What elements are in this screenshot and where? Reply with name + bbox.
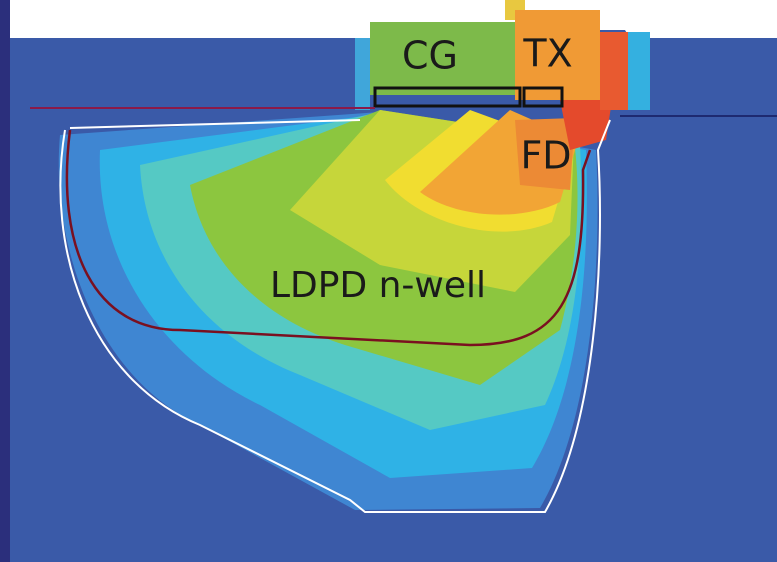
fd-edge xyxy=(628,32,650,110)
label-well: LDPD n-well xyxy=(270,265,486,306)
label-tx: TX xyxy=(522,32,572,76)
label-cg: CG xyxy=(402,34,458,78)
label-fd: FD xyxy=(520,134,571,178)
cg-edge xyxy=(355,38,370,110)
fd-contact xyxy=(600,32,628,110)
device-figure: CG TX FD LDPD n-well xyxy=(0,0,777,562)
page: CG TX FD LDPD n-well (() => { const data… xyxy=(0,0,777,562)
